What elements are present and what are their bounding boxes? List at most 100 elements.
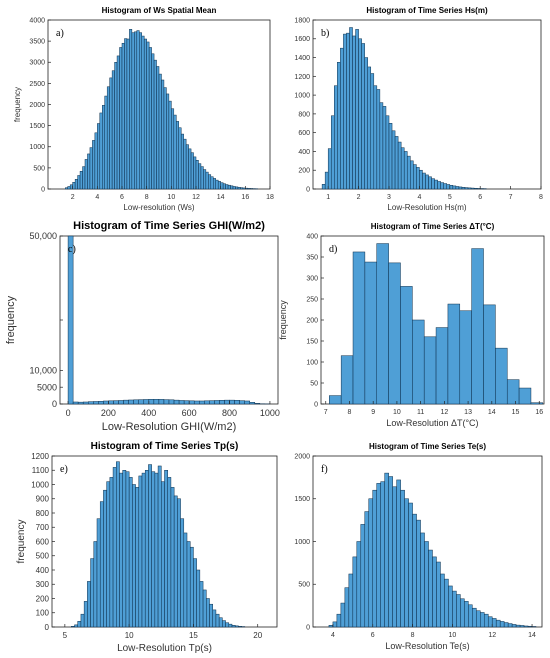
y-tick-label: 150 — [306, 338, 318, 345]
x-axis-label: Low-Resolution Hs(m) — [387, 203, 466, 212]
chart-title: Histogram of Time Series Tp(s) — [91, 441, 239, 452]
y-tick-label: 50,000 — [29, 231, 57, 241]
histogram-bar — [245, 187, 249, 190]
histogram-bar — [170, 487, 175, 628]
histogram-bar — [468, 604, 473, 628]
x-tick-label: 400 — [141, 408, 156, 418]
histogram-bar — [428, 176, 432, 190]
histogram-bar — [210, 176, 214, 190]
histogram-bar — [190, 152, 194, 190]
histogram-bar — [332, 621, 338, 628]
x-tick-label: 12 — [440, 409, 448, 416]
y-tick-label: 1200 — [31, 452, 49, 461]
histogram-bar — [222, 183, 226, 190]
y-tick-label: 5000 — [37, 382, 57, 392]
histogram-bar — [176, 121, 179, 190]
y-tick-label: 800 — [36, 509, 50, 518]
histogram-bar — [67, 186, 71, 190]
x-tick-label: 3 — [387, 194, 391, 201]
histogram-bar — [400, 147, 405, 190]
histogram-bar — [476, 610, 481, 628]
histogram-bar — [153, 59, 157, 190]
histogram-bar — [515, 624, 521, 628]
histogram-bar — [186, 541, 191, 628]
histogram-bar — [461, 187, 466, 190]
histogram-bar — [77, 175, 81, 190]
histogram-bar — [464, 187, 469, 190]
histogram-bar — [209, 603, 213, 628]
histogram-bar — [215, 179, 219, 190]
x-tick-label: 200 — [101, 408, 116, 418]
histogram-bar — [519, 625, 525, 628]
histogram-bar — [87, 153, 91, 190]
histogram-bar — [346, 32, 350, 190]
histogram-bar — [93, 541, 98, 628]
histogram-bar — [97, 123, 101, 190]
histogram-bar — [109, 477, 114, 628]
y-tick-label: 2500 — [29, 81, 45, 88]
histogram-bar — [212, 609, 217, 628]
histogram-bar — [114, 62, 118, 190]
histogram-bar — [240, 187, 244, 190]
histogram-bar — [416, 519, 421, 628]
panel-tag: c) — [68, 244, 76, 255]
histogram-bar — [227, 184, 231, 190]
x-tick-label: 8 — [145, 194, 149, 201]
histogram-bar — [196, 569, 201, 628]
histogram-bar — [435, 327, 449, 405]
x-tick-label: 2 — [357, 194, 361, 201]
x-axis-label: Low-resolution (Ws) — [123, 203, 194, 212]
y-tick-label: 800 — [298, 111, 310, 118]
histogram-bar — [464, 601, 469, 628]
histogram-bar — [225, 184, 229, 190]
histogram-bar — [178, 400, 185, 405]
histogram-bar — [388, 123, 393, 190]
y-tick-label: 1600 — [294, 36, 310, 43]
histogram-bar — [440, 573, 445, 628]
histogram-bar — [214, 400, 220, 405]
histogram-bar — [109, 77, 113, 190]
histogram-bar — [128, 399, 134, 405]
histogram-bar — [229, 399, 235, 405]
histogram-bar — [139, 32, 142, 190]
histogram-bar — [116, 55, 120, 190]
histogram-bar — [487, 616, 493, 628]
x-tick-label: 1000 — [260, 408, 280, 418]
histogram-bar — [406, 155, 411, 190]
x-tick-label: 800 — [222, 408, 237, 418]
histogram-bar — [472, 607, 477, 628]
histogram-bar — [121, 42, 125, 190]
histogram-bar — [372, 489, 377, 628]
histogram-bar — [422, 172, 426, 190]
histogram-bar — [358, 38, 362, 190]
y-tick-label: 4000 — [29, 17, 45, 24]
histogram-bar — [87, 581, 91, 628]
histogram-bar — [72, 401, 79, 405]
histogram-bar — [118, 400, 124, 405]
histogram-bar — [204, 400, 210, 405]
y-tick-label: 500 — [36, 552, 50, 561]
histogram-bar — [71, 626, 75, 628]
histogram-bar — [69, 184, 73, 190]
histogram-bar — [423, 336, 437, 405]
histogram-bar — [144, 470, 149, 628]
x-tick-label: 5 — [63, 631, 68, 640]
y-tick-label: 0 — [306, 186, 310, 193]
histogram-bar — [328, 625, 334, 628]
x-tick-label: 8 — [539, 194, 543, 201]
histogram-bar — [403, 151, 408, 190]
x-tick-label: 15 — [512, 409, 520, 416]
histogram-bar — [94, 132, 98, 190]
histogram-bar — [177, 498, 181, 628]
histogram-bar — [180, 133, 184, 190]
panel-tag: f) — [321, 464, 328, 475]
histogram-bar — [382, 106, 387, 190]
histogram-bar — [360, 524, 366, 628]
histogram-bar — [178, 127, 182, 190]
y-tick-label: 350 — [306, 254, 318, 261]
histogram-bar — [153, 399, 160, 405]
histogram-bar — [203, 169, 207, 190]
histogram-bar — [235, 186, 239, 190]
histogram-bar — [491, 618, 497, 628]
